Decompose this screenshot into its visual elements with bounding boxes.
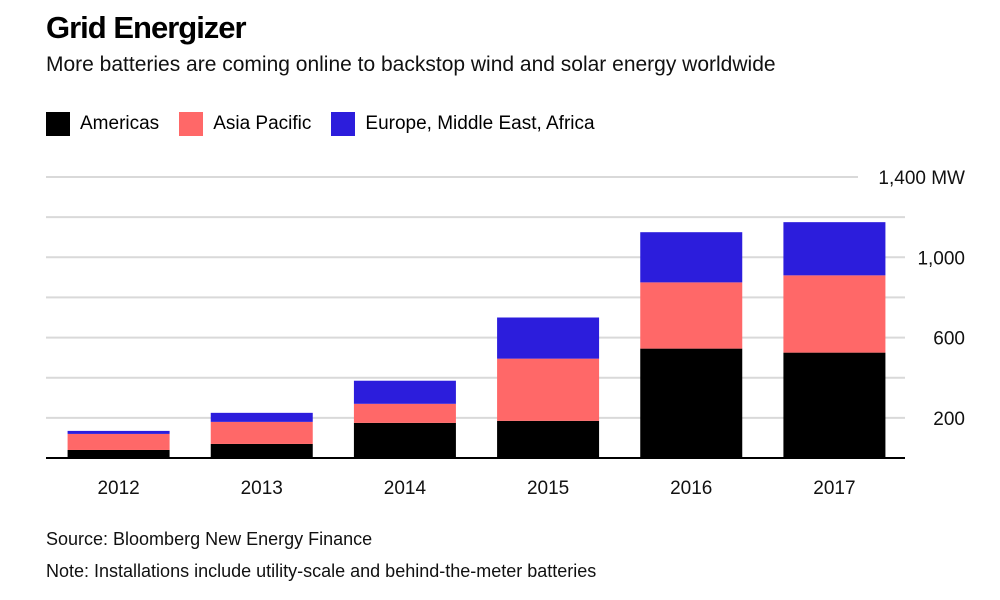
x-tick-label-2015: 2015 — [527, 478, 569, 499]
bar-2017-americas — [783, 352, 886, 458]
bar-2014-asia-pacific — [353, 403, 456, 423]
bar-2015-asia-pacific — [497, 358, 600, 421]
legend-swatch-americas — [46, 112, 70, 136]
bar-2013-asia-pacific — [210, 421, 313, 444]
bar-2014-americas — [353, 422, 456, 458]
bar-2017-asia-pacific — [783, 275, 886, 353]
bar-2012-americas — [67, 449, 170, 458]
x-tick-label-2017: 2017 — [813, 478, 855, 499]
bar-2013-americas — [210, 443, 313, 458]
legend-label-emea: Europe, Middle East, Africa — [365, 113, 595, 134]
chart-title: Grid Energizer — [46, 10, 247, 45]
legend-label-asia-pacific: Asia Pacific — [213, 113, 312, 134]
legend-item-asia-pacific: Asia Pacific — [179, 112, 311, 136]
bar-2012-europe-middle-east-africa — [67, 430, 170, 434]
legend-swatch-asia-pacific — [179, 112, 204, 136]
stacked-bar-chart: 2012 2013 2014 2015 2016 2017 200 600 1,000 1,400… — [46, 168, 965, 499]
bar-2015-americas — [497, 420, 600, 458]
y-tick-label-1400: 1,400 MW — [878, 168, 965, 189]
legend-item-emea: Europe, Middle East, Africa — [331, 112, 595, 136]
bar-2012-asia-pacific — [67, 433, 170, 450]
bar-2016-americas — [640, 348, 743, 458]
source-note: Source: Bloomberg New Energy Finance — [46, 529, 373, 549]
legend-swatch-emea — [331, 112, 356, 136]
bar-2015-europe-middle-east-africa — [497, 317, 600, 359]
footnote: Note: Installations include utility-scal… — [46, 561, 597, 581]
chart-subtitle: More batteries are coming online to back… — [46, 53, 776, 76]
x-tick-label-2016: 2016 — [670, 478, 712, 499]
bar-2016-europe-middle-east-africa — [640, 232, 743, 283]
legend-label-americas: Americas — [80, 113, 160, 134]
legend-item-americas: Americas — [46, 112, 159, 136]
legend: Americas Asia Pacific Europe, Middle Eas… — [46, 112, 615, 136]
y-tick-label-1000: 1,000 — [917, 248, 965, 269]
x-tick-label-2012: 2012 — [97, 478, 139, 499]
x-tick-label-2013: 2013 — [241, 478, 283, 499]
y-tick-label-200: 200 — [933, 409, 965, 430]
bar-2016-asia-pacific — [640, 282, 743, 349]
y-tick-label-600: 600 — [933, 329, 965, 350]
bar-2013-europe-middle-east-africa — [210, 412, 313, 422]
x-tick-label-2014: 2014 — [384, 478, 427, 499]
bar-2017-europe-middle-east-africa — [783, 222, 886, 276]
bar-2014-europe-middle-east-africa — [353, 380, 456, 404]
